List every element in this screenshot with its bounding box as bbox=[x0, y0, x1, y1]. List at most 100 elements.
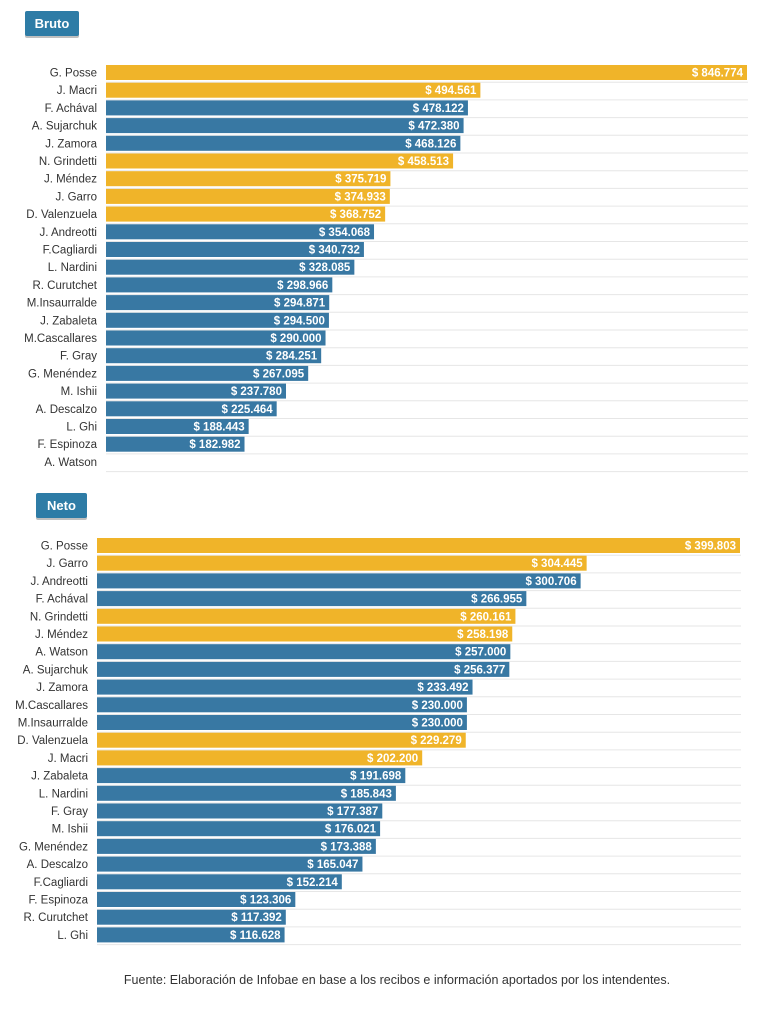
bar bbox=[97, 732, 466, 748]
category-label: J. Andreotti bbox=[30, 576, 88, 588]
bar bbox=[97, 661, 510, 677]
bar bbox=[97, 856, 363, 872]
bar bbox=[97, 768, 406, 784]
value-label: $ 298.966 bbox=[277, 280, 328, 292]
bar bbox=[97, 909, 286, 925]
value-label: $ 468.126 bbox=[405, 138, 456, 150]
value-label: $ 375.719 bbox=[335, 174, 386, 186]
bar bbox=[106, 188, 390, 204]
value-label: $ 340.732 bbox=[309, 245, 360, 257]
bar bbox=[106, 383, 286, 399]
value-label: $ 328.085 bbox=[299, 262, 351, 274]
category-label: N. Grindetti bbox=[30, 611, 88, 623]
neto-tab[interactable]: Neto bbox=[36, 493, 87, 518]
value-label: $ 494.561 bbox=[425, 85, 477, 97]
category-label: D. Valenzuela bbox=[17, 735, 88, 747]
category-label: R. Curutchet bbox=[32, 280, 97, 292]
category-label: J. Garro bbox=[46, 558, 88, 570]
category-label: F. Achával bbox=[36, 594, 88, 606]
value-label: $ 374.933 bbox=[335, 191, 386, 203]
category-label: F.Cagliardi bbox=[34, 877, 88, 889]
category-label: M. Ishii bbox=[52, 824, 88, 836]
value-label: $ 230.000 bbox=[412, 700, 463, 712]
category-label: J. Macri bbox=[57, 85, 97, 97]
bar bbox=[106, 259, 355, 275]
value-label: $ 165.047 bbox=[307, 859, 358, 871]
bar bbox=[97, 750, 423, 766]
value-label: $ 229.279 bbox=[411, 735, 462, 747]
value-label: $ 260.161 bbox=[460, 611, 512, 623]
bar bbox=[106, 118, 464, 134]
bruto-chart-svg: G. Posse $ 846.774 J. Macri $ 494.561 F. Ach… bbox=[24, 65, 748, 473]
category-label: J. Zabaleta bbox=[31, 771, 88, 783]
value-label: $ 152.214 bbox=[287, 877, 339, 889]
category-label: A. Descalzo bbox=[36, 404, 97, 416]
value-label: $ 354.068 bbox=[319, 227, 371, 239]
bar bbox=[106, 135, 461, 151]
value-label: $ 304.445 bbox=[531, 558, 583, 570]
bar bbox=[97, 927, 285, 943]
bar bbox=[97, 573, 581, 589]
category-label: J. Zamora bbox=[36, 682, 88, 694]
category-label: F.Cagliardi bbox=[43, 245, 97, 257]
bar bbox=[106, 330, 326, 346]
category-label: F. Achával bbox=[45, 103, 97, 115]
bar bbox=[106, 100, 468, 116]
bar bbox=[97, 555, 587, 571]
category-label: J. Zamora bbox=[45, 138, 97, 150]
category-label: F. Espinoza bbox=[29, 895, 89, 907]
bar bbox=[106, 65, 747, 80]
value-label: $ 173.388 bbox=[321, 841, 373, 853]
value-label: $ 294.500 bbox=[274, 315, 325, 327]
value-label: $ 267.095 bbox=[253, 368, 305, 380]
value-label: $ 368.752 bbox=[330, 209, 381, 221]
category-label: M.Cascallares bbox=[15, 700, 88, 712]
bar bbox=[97, 803, 383, 819]
bruto-tab[interactable]: Bruto bbox=[25, 11, 79, 36]
category-label: J. Garro bbox=[55, 191, 97, 203]
category-label: L. Ghi bbox=[57, 930, 88, 942]
bar bbox=[106, 277, 333, 293]
category-label: A. Sujarchuk bbox=[32, 121, 97, 133]
bar bbox=[106, 171, 391, 187]
bar bbox=[106, 348, 322, 364]
category-label: A. Watson bbox=[44, 457, 97, 469]
value-label: $ 478.122 bbox=[413, 103, 464, 115]
value-label: $ 185.843 bbox=[341, 788, 392, 800]
value-label: $ 230.000 bbox=[412, 718, 463, 730]
category-label: A. Sujarchuk bbox=[23, 664, 88, 676]
category-label: M.Insaurralde bbox=[18, 718, 88, 730]
bar bbox=[106, 295, 330, 311]
value-label: $ 294.871 bbox=[274, 298, 326, 310]
bar bbox=[106, 401, 277, 417]
neto-chart-svg: G. Posse $ 399.803 J. Garro $ 304.445 J. And… bbox=[15, 538, 741, 946]
category-label: N. Grindetti bbox=[39, 156, 97, 168]
value-label: $ 182.982 bbox=[189, 439, 240, 451]
bar bbox=[97, 697, 467, 713]
bar bbox=[97, 608, 516, 624]
bar bbox=[106, 206, 386, 222]
category-label: A. Descalzo bbox=[27, 859, 88, 871]
bar bbox=[106, 365, 309, 381]
bar bbox=[106, 153, 454, 169]
value-label: $ 176.021 bbox=[325, 824, 377, 836]
value-label: $ 258.198 bbox=[457, 629, 509, 641]
bruto-chart: G. Posse $ 846.774 J. Macri $ 494.561 F. Ach… bbox=[0, 0, 770, 480]
category-label: J. Zabaleta bbox=[40, 315, 97, 327]
category-label: M.Insaurralde bbox=[27, 298, 97, 310]
bar bbox=[97, 892, 296, 907]
value-label: $ 237.780 bbox=[231, 386, 282, 398]
value-label: $ 225.464 bbox=[222, 404, 274, 416]
bar bbox=[97, 626, 513, 642]
category-label: G. Menéndez bbox=[28, 368, 97, 380]
value-label: $ 117.392 bbox=[231, 912, 282, 924]
value-label: $ 233.492 bbox=[417, 682, 468, 694]
source-note: Fuente: Elaboración de Infobae en base a… bbox=[123, 973, 671, 987]
bar bbox=[106, 224, 375, 240]
bar bbox=[97, 785, 396, 801]
value-label: $ 300.706 bbox=[525, 576, 576, 588]
category-label: L. Nardini bbox=[48, 262, 97, 274]
value-label: $ 177.387 bbox=[327, 806, 378, 818]
category-label: J. Andreotti bbox=[39, 227, 97, 239]
bar bbox=[106, 82, 481, 98]
